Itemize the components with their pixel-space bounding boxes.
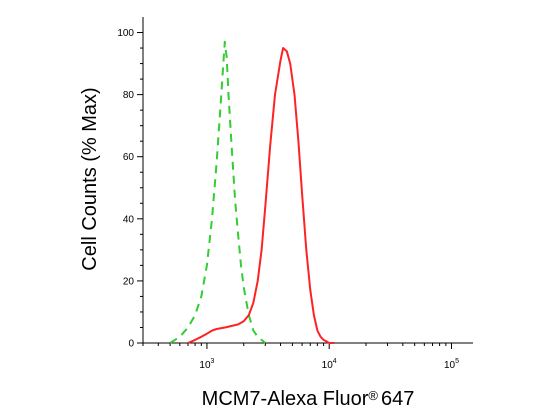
y-tick-label: 80 [123, 90, 135, 101]
y-tick-label: 60 [123, 152, 135, 163]
x-axis-ticks: 103 104 105 [142, 343, 459, 371]
x-axis-title-suffix: 647 [381, 388, 414, 410]
y-tick-label: 100 [117, 28, 134, 39]
y-axis-ticks: 0 20 40 60 80 100 [117, 28, 143, 350]
plot-frame [142, 17, 473, 344]
x-axis-title: MCM7-Alexa Fluor® 647 [202, 388, 415, 410]
x-tick-label: 104 [322, 358, 337, 371]
y-tick-label: 20 [123, 276, 135, 287]
x-axis-title-main: MCM7-Alexa Fluor [202, 388, 369, 410]
y-tick-label: 40 [123, 214, 135, 225]
mcm7-sample-curve [187, 47, 335, 344]
y-axis-title: Cell Counts (% Max) [79, 87, 101, 270]
series-layer [169, 40, 335, 344]
x-tick-label: 105 [444, 358, 459, 371]
x-axis-title-mark: ® [368, 388, 378, 403]
y-tick-label: 0 [128, 339, 134, 350]
isotype-control-curve [169, 40, 266, 344]
x-tick-label: 103 [199, 358, 214, 371]
